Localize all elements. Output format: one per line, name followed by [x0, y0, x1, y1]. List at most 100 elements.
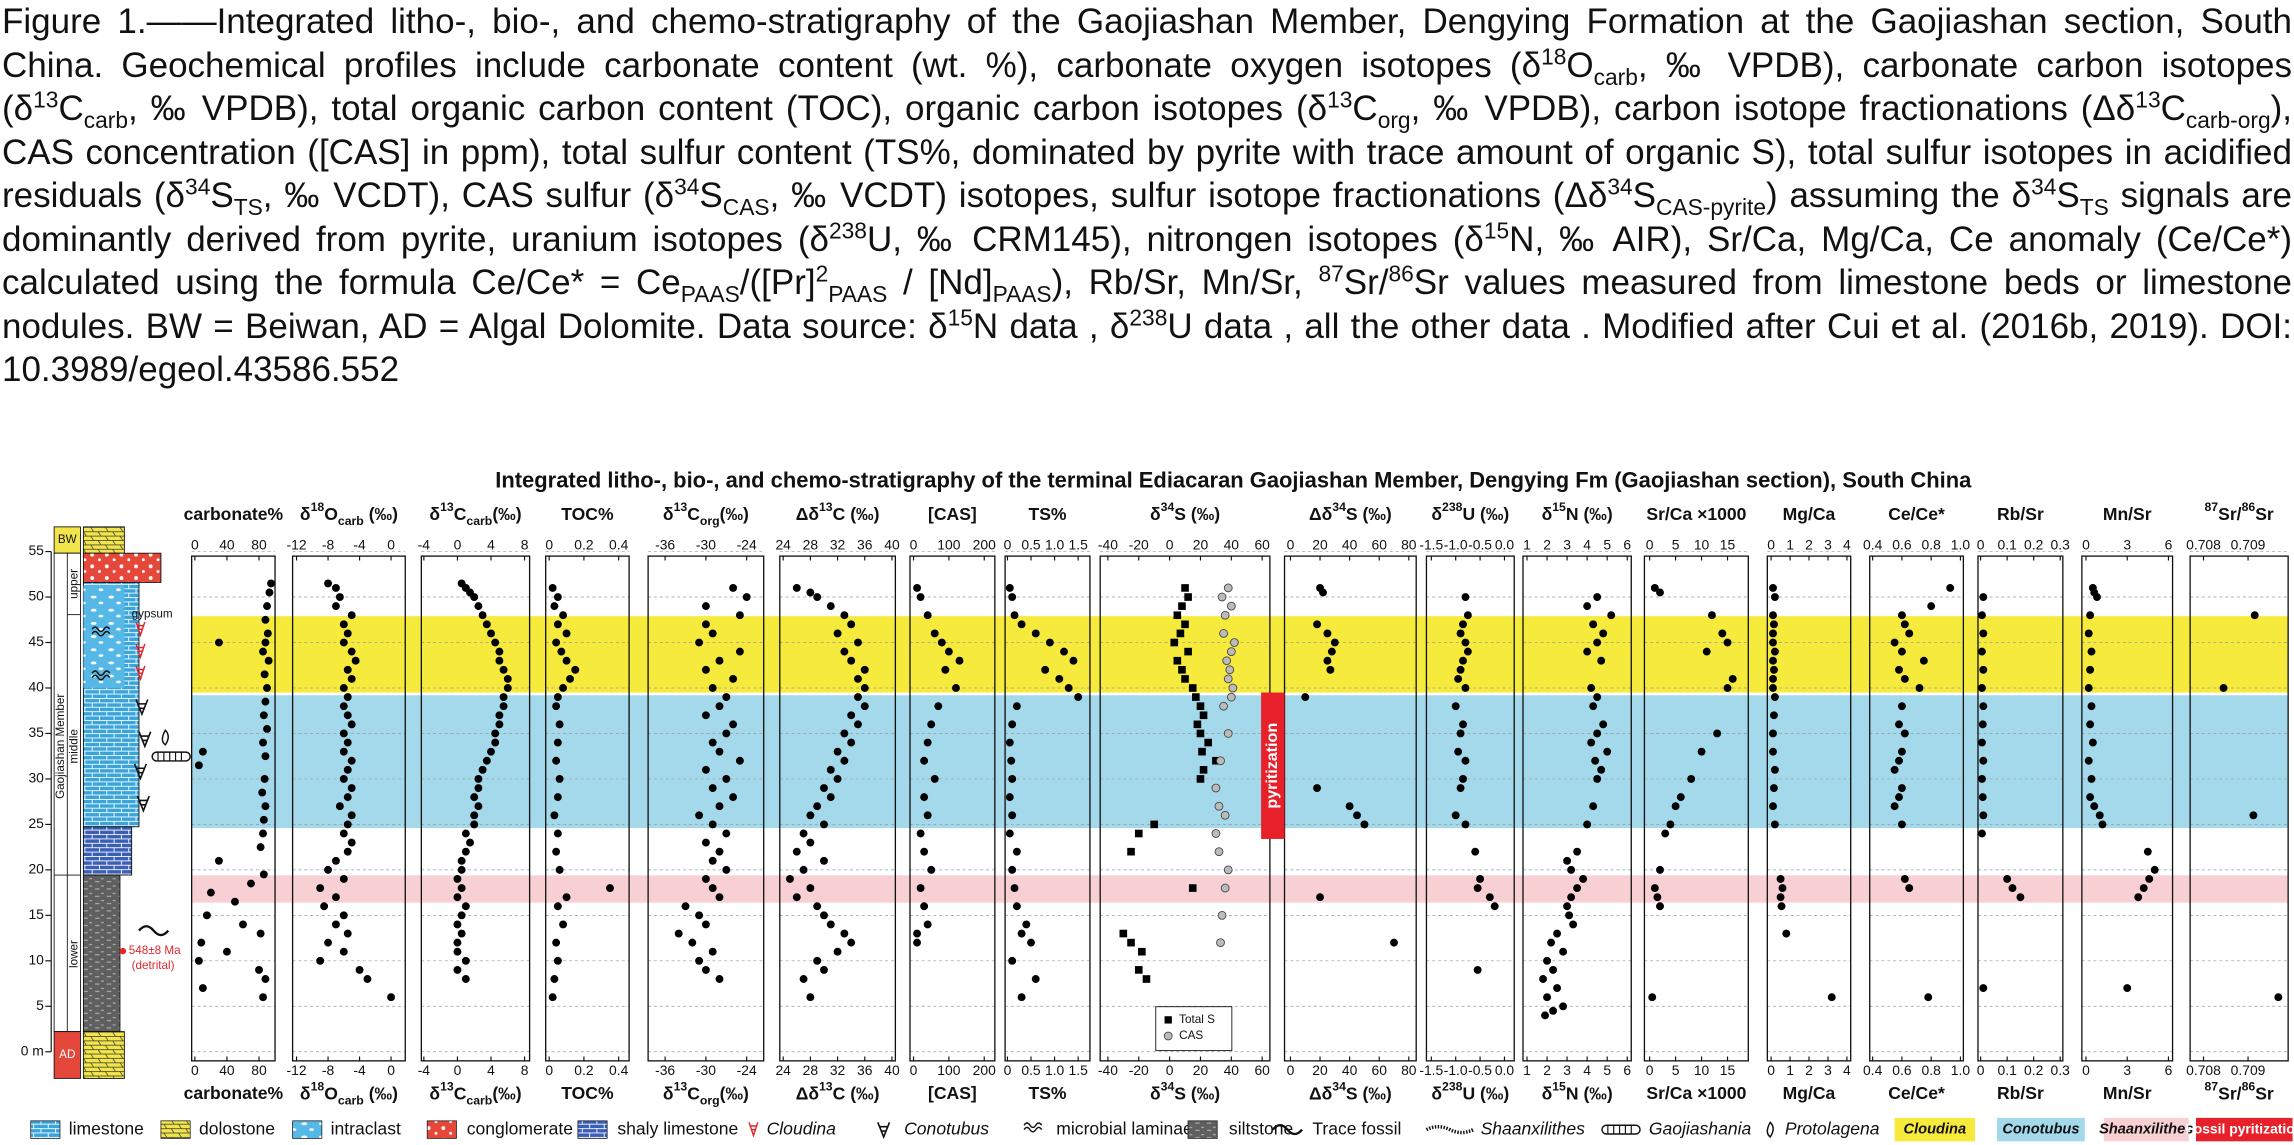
data-point [491, 638, 500, 647]
panel-frame [1869, 555, 1965, 1062]
x-tick-label: -12 [287, 537, 307, 553]
data-point [1978, 611, 1986, 620]
x-tick-label: 0 [1166, 1062, 1174, 1078]
x-tick-label: 28 [803, 1062, 819, 1078]
data-point [222, 947, 231, 956]
data-point [1074, 693, 1083, 702]
data-point [263, 602, 271, 611]
x-tick-label: 0.2 [2024, 1062, 2044, 1078]
data-point [316, 956, 325, 965]
panel-header: 87Sr/86Sr [2204, 1080, 2273, 1103]
data-point [495, 720, 504, 729]
data-point [1563, 902, 1572, 911]
data-point [1031, 629, 1040, 638]
x-tick-label: 2 [1805, 537, 1813, 553]
data-point [2084, 756, 2093, 765]
data-point [1589, 802, 1598, 811]
panel-header: δ15N (‰) [1542, 1080, 1613, 1103]
data-point [1127, 847, 1135, 856]
text-run: org [700, 514, 720, 528]
data-point [553, 620, 562, 629]
x-tick-label: 0 [1646, 1062, 1654, 1078]
caption-text: Figure 1.——Integrated litho-, bio-, and … [2, 2, 2292, 85]
x-tick-label: -4 [353, 1062, 366, 1078]
data-point [1473, 884, 1482, 893]
data-point [335, 802, 344, 811]
x-tick-label: 0 [2082, 1062, 2090, 1078]
x-tick-label: 100 [937, 537, 960, 553]
panel-header: Δδ13C (‰) [796, 1080, 880, 1103]
zone-legend-label: Shaanxilithes [2099, 1121, 2193, 1137]
text-run: N (‰) [1566, 1083, 1613, 1103]
x-tick-label: 0.709 [2231, 537, 2266, 553]
caption-text: 13 [33, 86, 59, 113]
data-point [339, 620, 348, 629]
data-point [1656, 865, 1664, 874]
data-point [1713, 729, 1722, 738]
text-run: 15 [1552, 500, 1566, 514]
text-run: 15 [1552, 1080, 1566, 1094]
x-tick-label: 36 [857, 1062, 873, 1078]
panel-header: Δδ34S (‰) [1309, 500, 1392, 523]
data-point [708, 784, 717, 792]
text-run: δ [663, 1083, 674, 1103]
data-point [1193, 720, 1202, 729]
data-point [194, 761, 203, 770]
pyritization-box [1261, 692, 1285, 839]
x-tick-label: 0 [387, 1062, 395, 1078]
x-tick-label: 0 [2082, 537, 2090, 553]
data-point [1589, 620, 1598, 629]
data-point [820, 784, 828, 792]
siltstone-unit [82, 874, 121, 1033]
data-point [562, 656, 571, 665]
x-tick-label: 1.0 [1951, 1062, 1971, 1078]
y-tick-label: 40 [28, 679, 44, 695]
data-point [339, 875, 348, 883]
data-point [1223, 729, 1233, 738]
data-point [1656, 902, 1664, 911]
caption-text: , ‰ VPDB), carbon isotope fractionations… [1410, 89, 2136, 128]
data-point [1212, 756, 1220, 765]
data-point [1770, 820, 1779, 829]
data-point [1599, 629, 1608, 638]
text-run: Sr/ [2218, 504, 2242, 524]
legend-label: Protolagena [1785, 1118, 1880, 1138]
panel-header: Δδ13C (‰) [796, 500, 880, 523]
data-point [1978, 793, 1987, 802]
panel-header: Ce/Ce* [1888, 1083, 1945, 1103]
y-tick-label: 5 [36, 997, 44, 1013]
data-point [548, 583, 557, 592]
data-point [854, 638, 862, 647]
data-point [263, 629, 272, 638]
data-point [1770, 593, 1779, 601]
legend-label: Trace fossil [1312, 1118, 1401, 1138]
data-point [944, 647, 953, 656]
zone-legend-label: Conotubus [2002, 1121, 2079, 1137]
panel-frame [909, 555, 996, 1062]
x-tick-label: 0.8 [1922, 537, 1942, 553]
panel-header: Δδ34S (‰) [1309, 1080, 1392, 1103]
data-point [1979, 593, 1988, 601]
data-point [1012, 702, 1021, 711]
x-tick-label: 0.8 [1922, 1062, 1942, 1078]
data-point [927, 865, 936, 874]
data-point [1456, 665, 1465, 674]
data-point [2150, 865, 2159, 874]
unit-label: AD [59, 1048, 75, 1061]
text-run: 13 [819, 500, 833, 514]
data-point [920, 847, 929, 856]
data-point [806, 838, 815, 847]
panel-header: Mn/Sr [2103, 1083, 2152, 1103]
text-run: 87 [2204, 1080, 2218, 1094]
data-point [499, 693, 508, 702]
x-tick-label: 5 [1603, 537, 1611, 553]
x-tick-label: 0 [1166, 537, 1174, 553]
data-point [1769, 629, 1777, 638]
data-point [339, 947, 348, 956]
data-point [854, 693, 862, 702]
legend-swatch [1163, 1031, 1173, 1041]
data-point [552, 756, 561, 765]
data-point [1897, 747, 1906, 756]
data-point [261, 752, 270, 761]
data-point [553, 693, 562, 702]
